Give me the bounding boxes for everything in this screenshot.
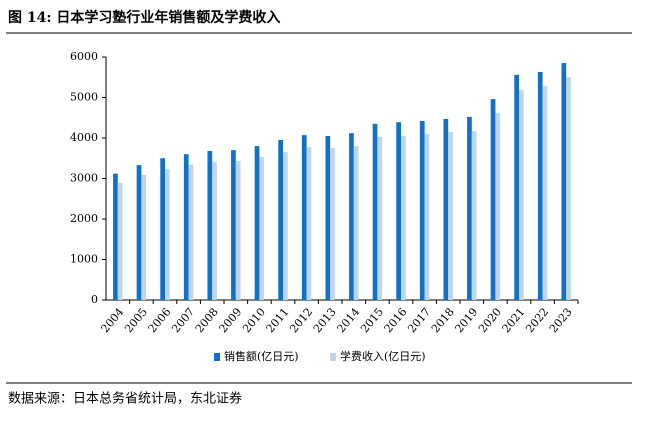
bar	[141, 174, 147, 300]
bar	[377, 136, 383, 300]
bar	[401, 135, 406, 300]
bar	[537, 71, 543, 300]
bar	[235, 161, 241, 300]
bar	[542, 86, 548, 300]
bar	[467, 116, 472, 300]
chart-title: 图 14: 日本学习塾行业年销售额及学费收入	[8, 9, 280, 26]
bar	[254, 146, 260, 300]
bar	[490, 99, 496, 301]
x-tick-label: 2011	[264, 306, 292, 336]
legend-label: 学费收入(亿日元)	[340, 349, 426, 363]
bar	[424, 133, 430, 300]
bar	[419, 120, 425, 301]
y-tick-label: 6000	[70, 50, 98, 63]
legend-swatch	[214, 353, 220, 361]
x-tick-label: 2016	[382, 306, 410, 336]
bar	[519, 89, 524, 301]
x-tick-label: 2012	[287, 306, 315, 336]
x-tick-label: 2017	[405, 306, 433, 336]
bar	[448, 131, 453, 300]
source: 数据来源：日本总务省统计局，东北证券	[8, 391, 242, 407]
x-tick-label: 2006	[146, 306, 174, 336]
bar	[160, 158, 165, 300]
x-tick-label: 2015	[358, 306, 386, 336]
bar	[471, 131, 477, 300]
x-tick-label: 2018	[429, 306, 457, 336]
bar	[301, 135, 307, 300]
x-tick-label: 2010	[240, 306, 268, 336]
y-tick-label: 1000	[70, 253, 98, 266]
y-tick-label: 4000	[70, 131, 98, 144]
bar	[278, 140, 283, 300]
x-tick-label: 2022	[523, 306, 551, 336]
bar	[183, 154, 189, 300]
bar	[212, 161, 217, 300]
y-tick-label: 3000	[70, 172, 98, 185]
bar	[165, 168, 170, 300]
bar	[136, 165, 142, 300]
y-tick-label: 5000	[70, 91, 98, 104]
bar	[566, 77, 571, 300]
bar	[113, 173, 118, 300]
bar	[259, 157, 265, 300]
bar	[353, 146, 359, 300]
x-tick-label: 2013	[311, 306, 339, 336]
x-tick-label: 2023	[547, 306, 575, 336]
x-tick-label: 2004	[98, 306, 126, 336]
bar	[330, 148, 335, 300]
legend-label: 销售额(亿日元)	[224, 349, 299, 363]
x-tick-label: 2009	[216, 306, 244, 336]
bar	[207, 150, 213, 300]
bar	[188, 164, 194, 300]
bar	[325, 135, 331, 300]
x-tick-label: 2014	[334, 306, 362, 336]
bar	[231, 150, 236, 300]
bar	[372, 123, 378, 300]
x-tick-label: 2008	[193, 306, 221, 336]
bar	[561, 63, 567, 301]
bar	[306, 146, 312, 300]
bar	[443, 118, 449, 300]
bar	[283, 152, 288, 300]
y-tick-label: 2000	[70, 212, 98, 225]
x-tick-label: 2021	[500, 306, 528, 336]
bar	[514, 74, 519, 300]
x-tick-label: 2007	[169, 306, 197, 336]
bar	[396, 122, 401, 300]
x-tick-label: 2005	[122, 306, 150, 336]
bar	[117, 182, 123, 300]
x-tick-label: 2019	[452, 306, 480, 336]
y-tick-label: 0	[91, 293, 98, 306]
x-tick-label: 2020	[476, 306, 504, 336]
legend-swatch	[330, 353, 336, 361]
bar	[495, 112, 501, 300]
bar	[349, 133, 354, 300]
